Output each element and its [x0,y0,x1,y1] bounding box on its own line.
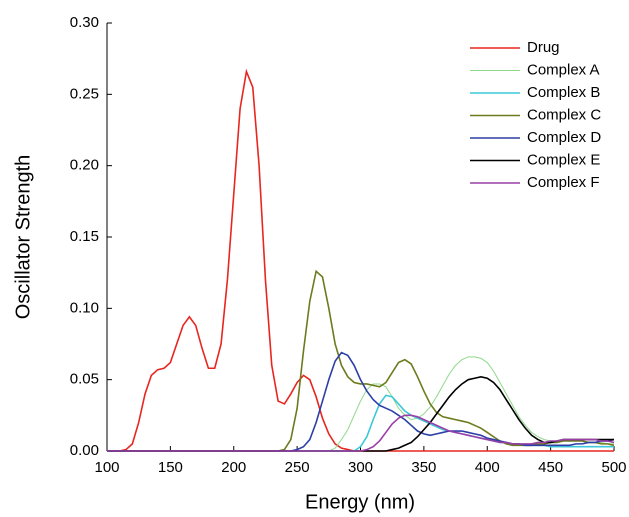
y-tick-label: 0.30 [70,14,99,31]
series-line [107,356,614,452]
y-tick-label: 0.05 [70,371,99,388]
series-line [107,414,615,452]
legend-label: Complex E [527,151,600,168]
legend-label: Complex D [527,129,601,146]
legend-label: Complex A [527,61,600,78]
series-line [107,375,614,452]
series-line [107,269,615,452]
x-tick-label: 250 [285,459,310,476]
x-axis-title: Energy (nm) [305,491,415,513]
legend-label: Complex B [527,84,600,101]
y-axis-title: Oscillator Strength [12,155,34,320]
x-tick-label: 500 [601,459,626,476]
x-tick-label: 100 [94,459,119,476]
y-tick-label: 0.25 [70,85,99,102]
y-tick-label: 0.15 [70,228,99,245]
legend-label: Drug [527,39,560,56]
x-tick-label: 150 [158,459,183,476]
y-tick-label: 0.00 [70,442,99,459]
x-tick-label: 450 [538,459,563,476]
x-tick-label: 300 [348,459,373,476]
x-tick-label: 350 [411,459,436,476]
legend-label: Complex F [527,174,600,191]
x-tick-label: 200 [221,459,246,476]
y-tick-label: 0.10 [70,299,99,316]
x-tick-label: 400 [475,459,500,476]
legend-label: Complex C [527,106,601,123]
y-tick-label: 0.20 [70,157,99,174]
